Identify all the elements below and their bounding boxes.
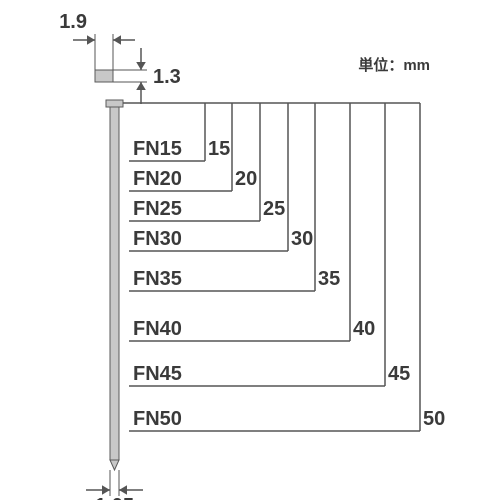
head-width-label: 1.9 [59, 11, 87, 33]
length-code-label: FN30 [133, 228, 182, 250]
nail-shank [110, 100, 119, 460]
nail-head-cross-section [95, 70, 113, 82]
head-height-label: 1.3 [153, 66, 181, 88]
length-code-label: FN25 [133, 198, 182, 220]
length-code-label: FN50 [133, 408, 182, 430]
length-mm-value: 40 [353, 318, 375, 340]
length-code-label: FN15 [133, 138, 182, 160]
length-mm-value: 35 [318, 268, 340, 290]
length-code-label: FN20 [133, 168, 182, 190]
length-mm-value: 50 [423, 408, 445, 430]
length-mm-value: 20 [235, 168, 257, 190]
nail-shank-head [106, 100, 123, 107]
length-code-label: FN45 [133, 363, 182, 385]
length-mm-value: 45 [388, 363, 410, 385]
nail-tip [110, 460, 119, 470]
shank-thickness-label: 1.05 [95, 495, 134, 500]
length-mm-value: 30 [291, 228, 313, 250]
unit-label: 単位：mm [358, 56, 430, 74]
length-code-label: FN35 [133, 268, 182, 290]
nail-size-diagram: 単位：mm 1.9 1.3 1.05 15 FN15 20 FN20 25 FN25 30 FN30 3… [0, 0, 500, 500]
length-mm-value: 25 [263, 198, 285, 220]
length-code-label: FN40 [133, 318, 182, 340]
length-mm-value: 15 [208, 138, 230, 160]
